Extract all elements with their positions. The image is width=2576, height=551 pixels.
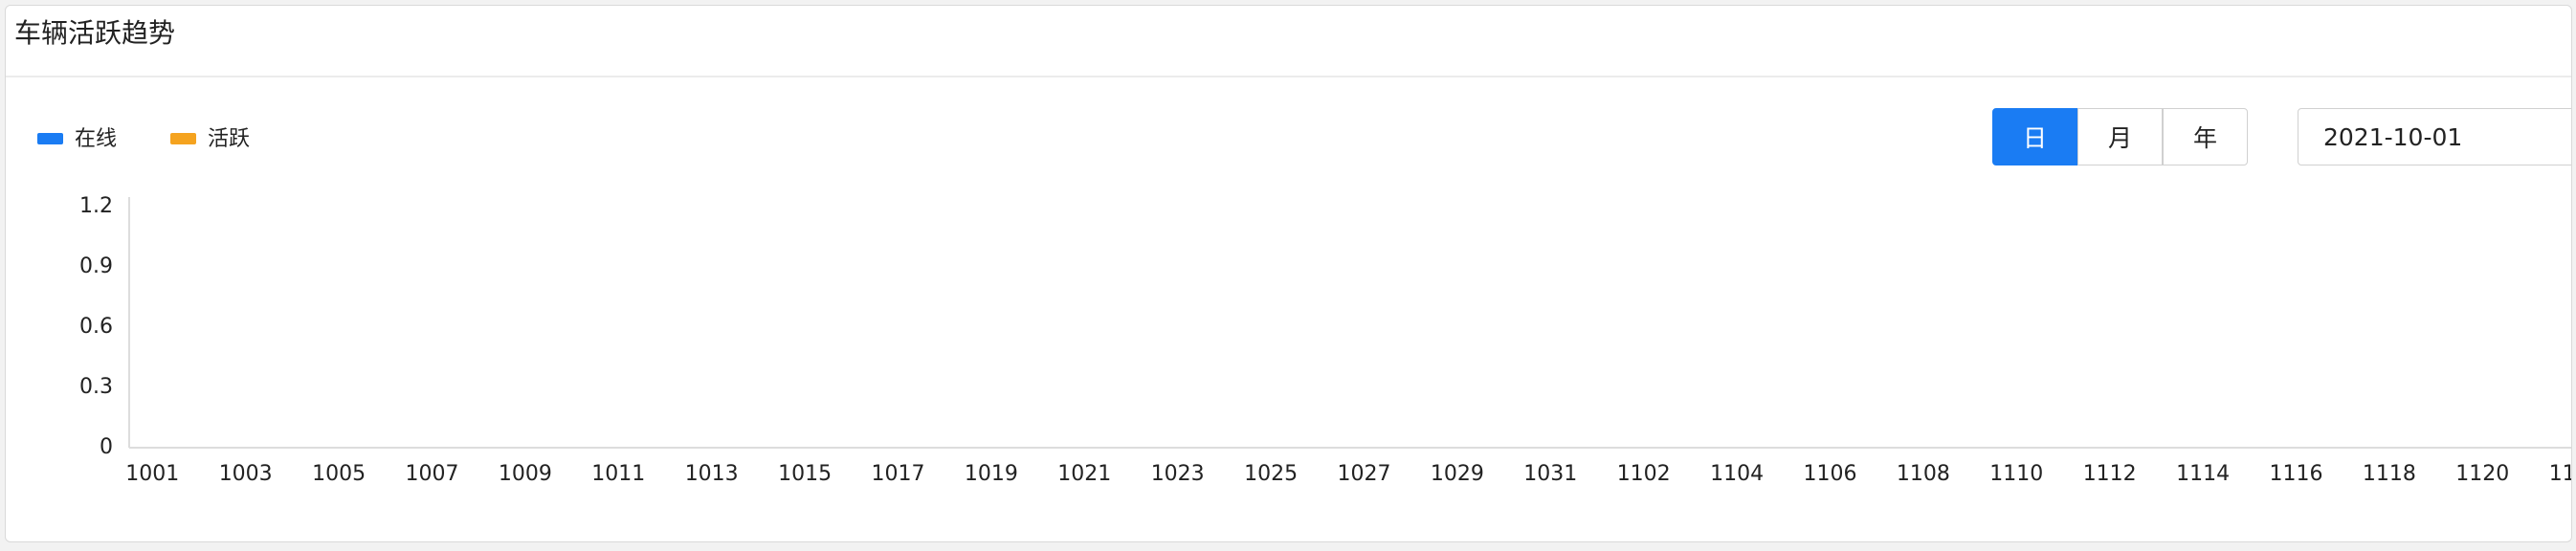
- chart: 车辆活跃趋势 0 0.3 0.6 0.9 1.2 在线 活跃 1001 1003 1005 1007…: [6, 17, 2571, 486]
- date-input[interactable]: 2021-10-01: [2298, 108, 2571, 165]
- x-tick-label: 1009: [499, 462, 552, 486]
- chart-title: 车辆活跃趋势: [14, 17, 175, 49]
- x-tick-label: 1013: [685, 462, 739, 486]
- x-tick-label: 1019: [965, 462, 1018, 486]
- x-tick-label: 1110: [1989, 462, 2043, 486]
- x-tick-label: 1118: [2363, 462, 2416, 486]
- x-tick-label: 1007: [406, 462, 459, 486]
- x-tick-label: 1025: [1244, 462, 1298, 486]
- legend-label: 活跃: [208, 127, 250, 151]
- x-tick-label: 1015: [778, 462, 832, 486]
- x-tick-label: 1108: [1897, 462, 1950, 486]
- x-tick-label: 1120: [2455, 462, 2509, 486]
- y-tick-label: 0: [100, 435, 113, 459]
- x-tick-label: 1029: [1431, 462, 1484, 486]
- y-tick-label: 0.9: [79, 254, 113, 278]
- x-tick-label: 1106: [1804, 462, 1857, 486]
- y-tick-label: 1.2: [79, 194, 113, 218]
- x-tick-label: 1017: [872, 462, 925, 486]
- period-button[interactable]: 年: [2163, 108, 2248, 165]
- y-tick-label: 0.6: [79, 315, 113, 339]
- period-button[interactable]: 日: [1992, 108, 2077, 165]
- x-tick-label: 1112: [2083, 462, 2137, 486]
- legend-label: 在线: [75, 127, 117, 151]
- x-tick-label: 1021: [1057, 462, 1111, 486]
- legend-swatch: [37, 133, 63, 144]
- x-tick-label: 1122: [2549, 462, 2571, 486]
- x-tick-label: 1001: [125, 462, 179, 486]
- period-button[interactable]: 月: [2077, 108, 2163, 165]
- x-tick-label: 1023: [1151, 462, 1205, 486]
- x-tick-label: 1003: [219, 462, 273, 486]
- x-tick-label: 1114: [2176, 462, 2230, 486]
- x-tick-label: 1011: [591, 462, 645, 486]
- y-tick-label: 0.3: [79, 375, 113, 399]
- x-tick-label: 1102: [1617, 462, 1671, 486]
- legend-swatch: [170, 133, 196, 144]
- x-tick-label: 1031: [1523, 462, 1577, 486]
- x-tick-label: 1116: [2270, 462, 2323, 486]
- x-tick-label: 1005: [312, 462, 366, 486]
- x-tick-label: 1027: [1338, 462, 1391, 486]
- x-tick-label: 1104: [1710, 462, 1764, 486]
- card: 车辆活跃趋势 0 0.3 0.6 0.9 1.2 在线 活跃 1001 1003 1005 1007…: [5, 5, 2572, 542]
